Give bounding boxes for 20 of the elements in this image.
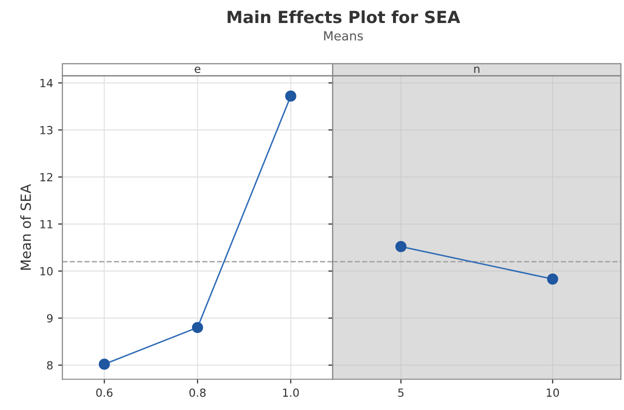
x-tick-label: 10: [546, 388, 559, 397]
y-tick-label: 10: [40, 267, 53, 276]
y-tick-label: 12: [40, 172, 52, 182]
chart-subtitle: Means: [324, 31, 363, 41]
y-tick-label: 13: [40, 126, 52, 134]
x-tick-label: 0.6: [96, 388, 112, 397]
x-axis-title: e: [194, 66, 200, 74]
x-tick-label: 0.8: [189, 388, 206, 397]
point: [285, 90, 296, 102]
chart-title: Main Effects Plot for SEA: [228, 10, 460, 24]
point: [192, 322, 204, 334]
y-tick-label: 9: [47, 314, 53, 322]
x-tick-label: 5: [398, 388, 404, 397]
point: [98, 358, 110, 370]
y-axis-title: Mean of SEA: [20, 184, 31, 270]
x-axis-title: n: [474, 66, 480, 73]
y-tick-label: 14: [40, 79, 53, 88]
y-tick-label: 11: [40, 220, 52, 228]
x-tick-label: 1.0: [283, 388, 299, 397]
y-tick-label: 8: [47, 361, 53, 370]
